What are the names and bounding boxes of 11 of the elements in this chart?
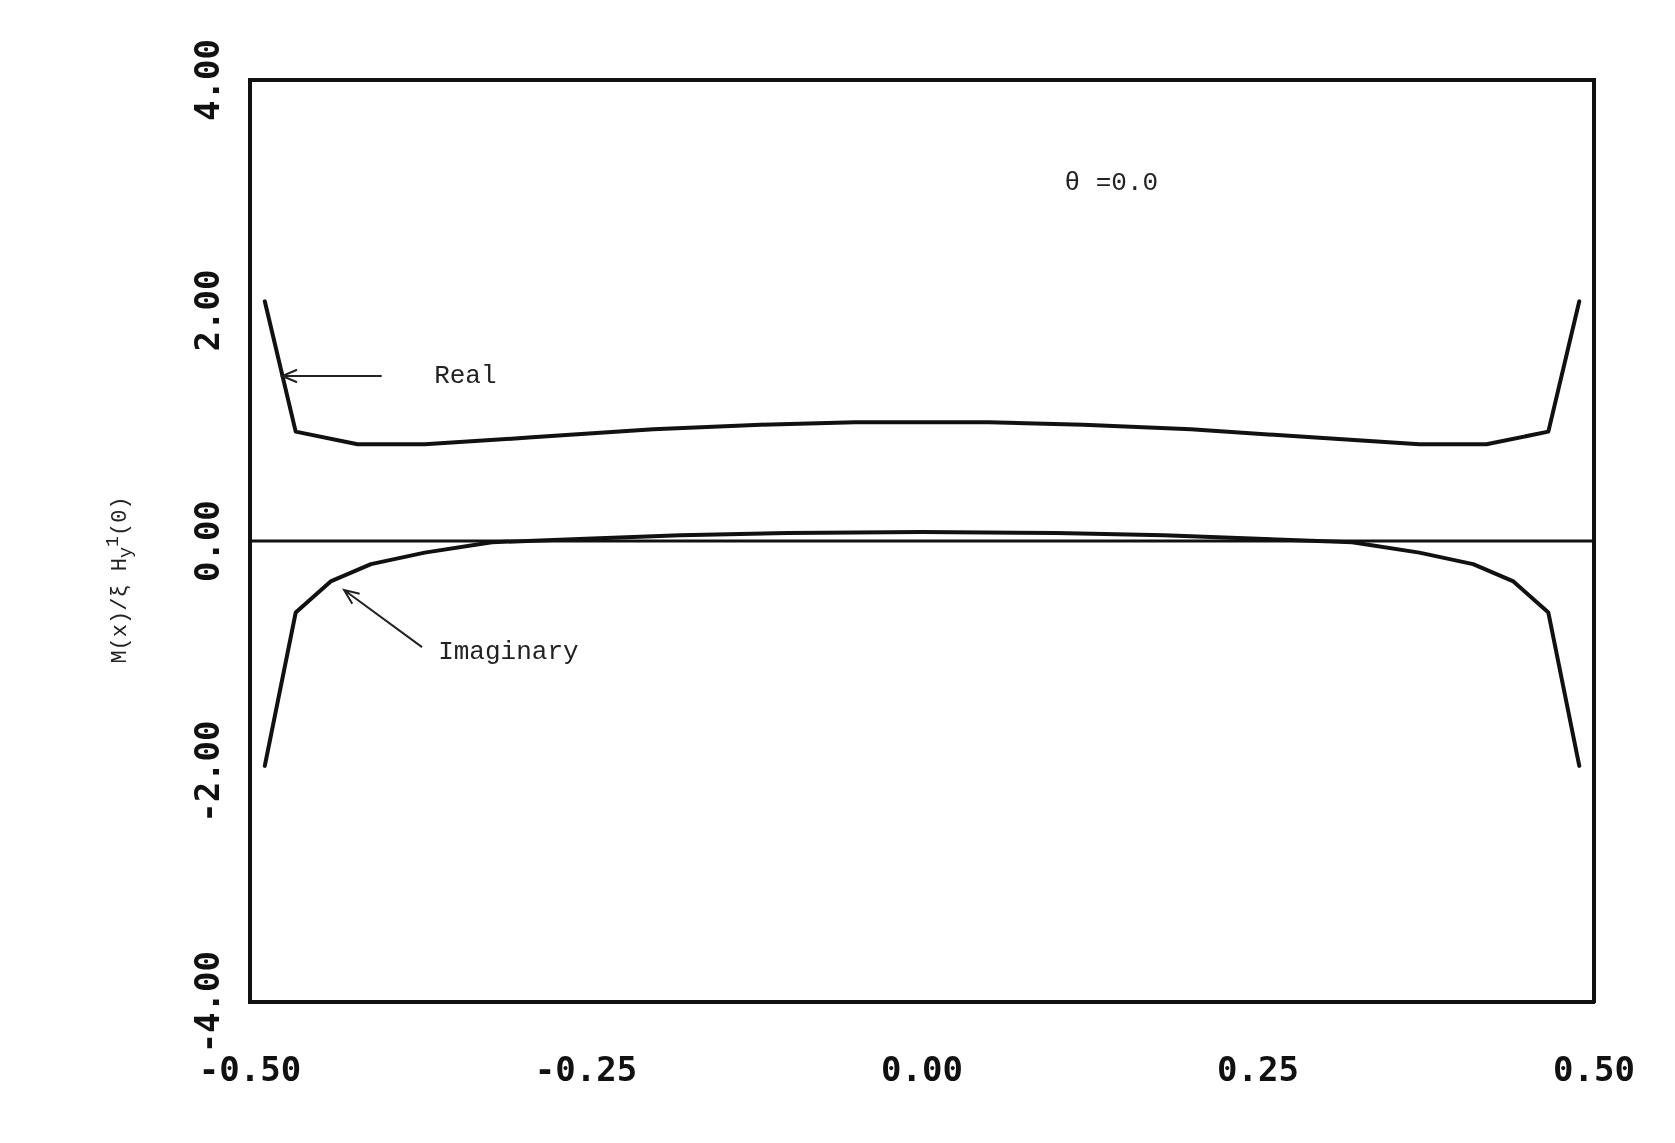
annotation: θ =0.0 <box>1064 168 1159 199</box>
x-tick-label: -0.25 <box>534 1049 638 1090</box>
y-tick-label: 4.00 <box>186 39 227 121</box>
x-tick-label: 0.50 <box>1553 1049 1636 1090</box>
x-tick-label: 0.00 <box>881 1049 963 1090</box>
y-tick-label: 0.00 <box>186 500 227 583</box>
y-tick-label: 2.00 <box>186 269 227 352</box>
annotation: Real <box>434 360 497 391</box>
y-tick-label: -2.00 <box>186 720 227 823</box>
x-tick-label: 0.25 <box>1217 1049 1299 1090</box>
annotation: Imaginary <box>438 636 579 667</box>
